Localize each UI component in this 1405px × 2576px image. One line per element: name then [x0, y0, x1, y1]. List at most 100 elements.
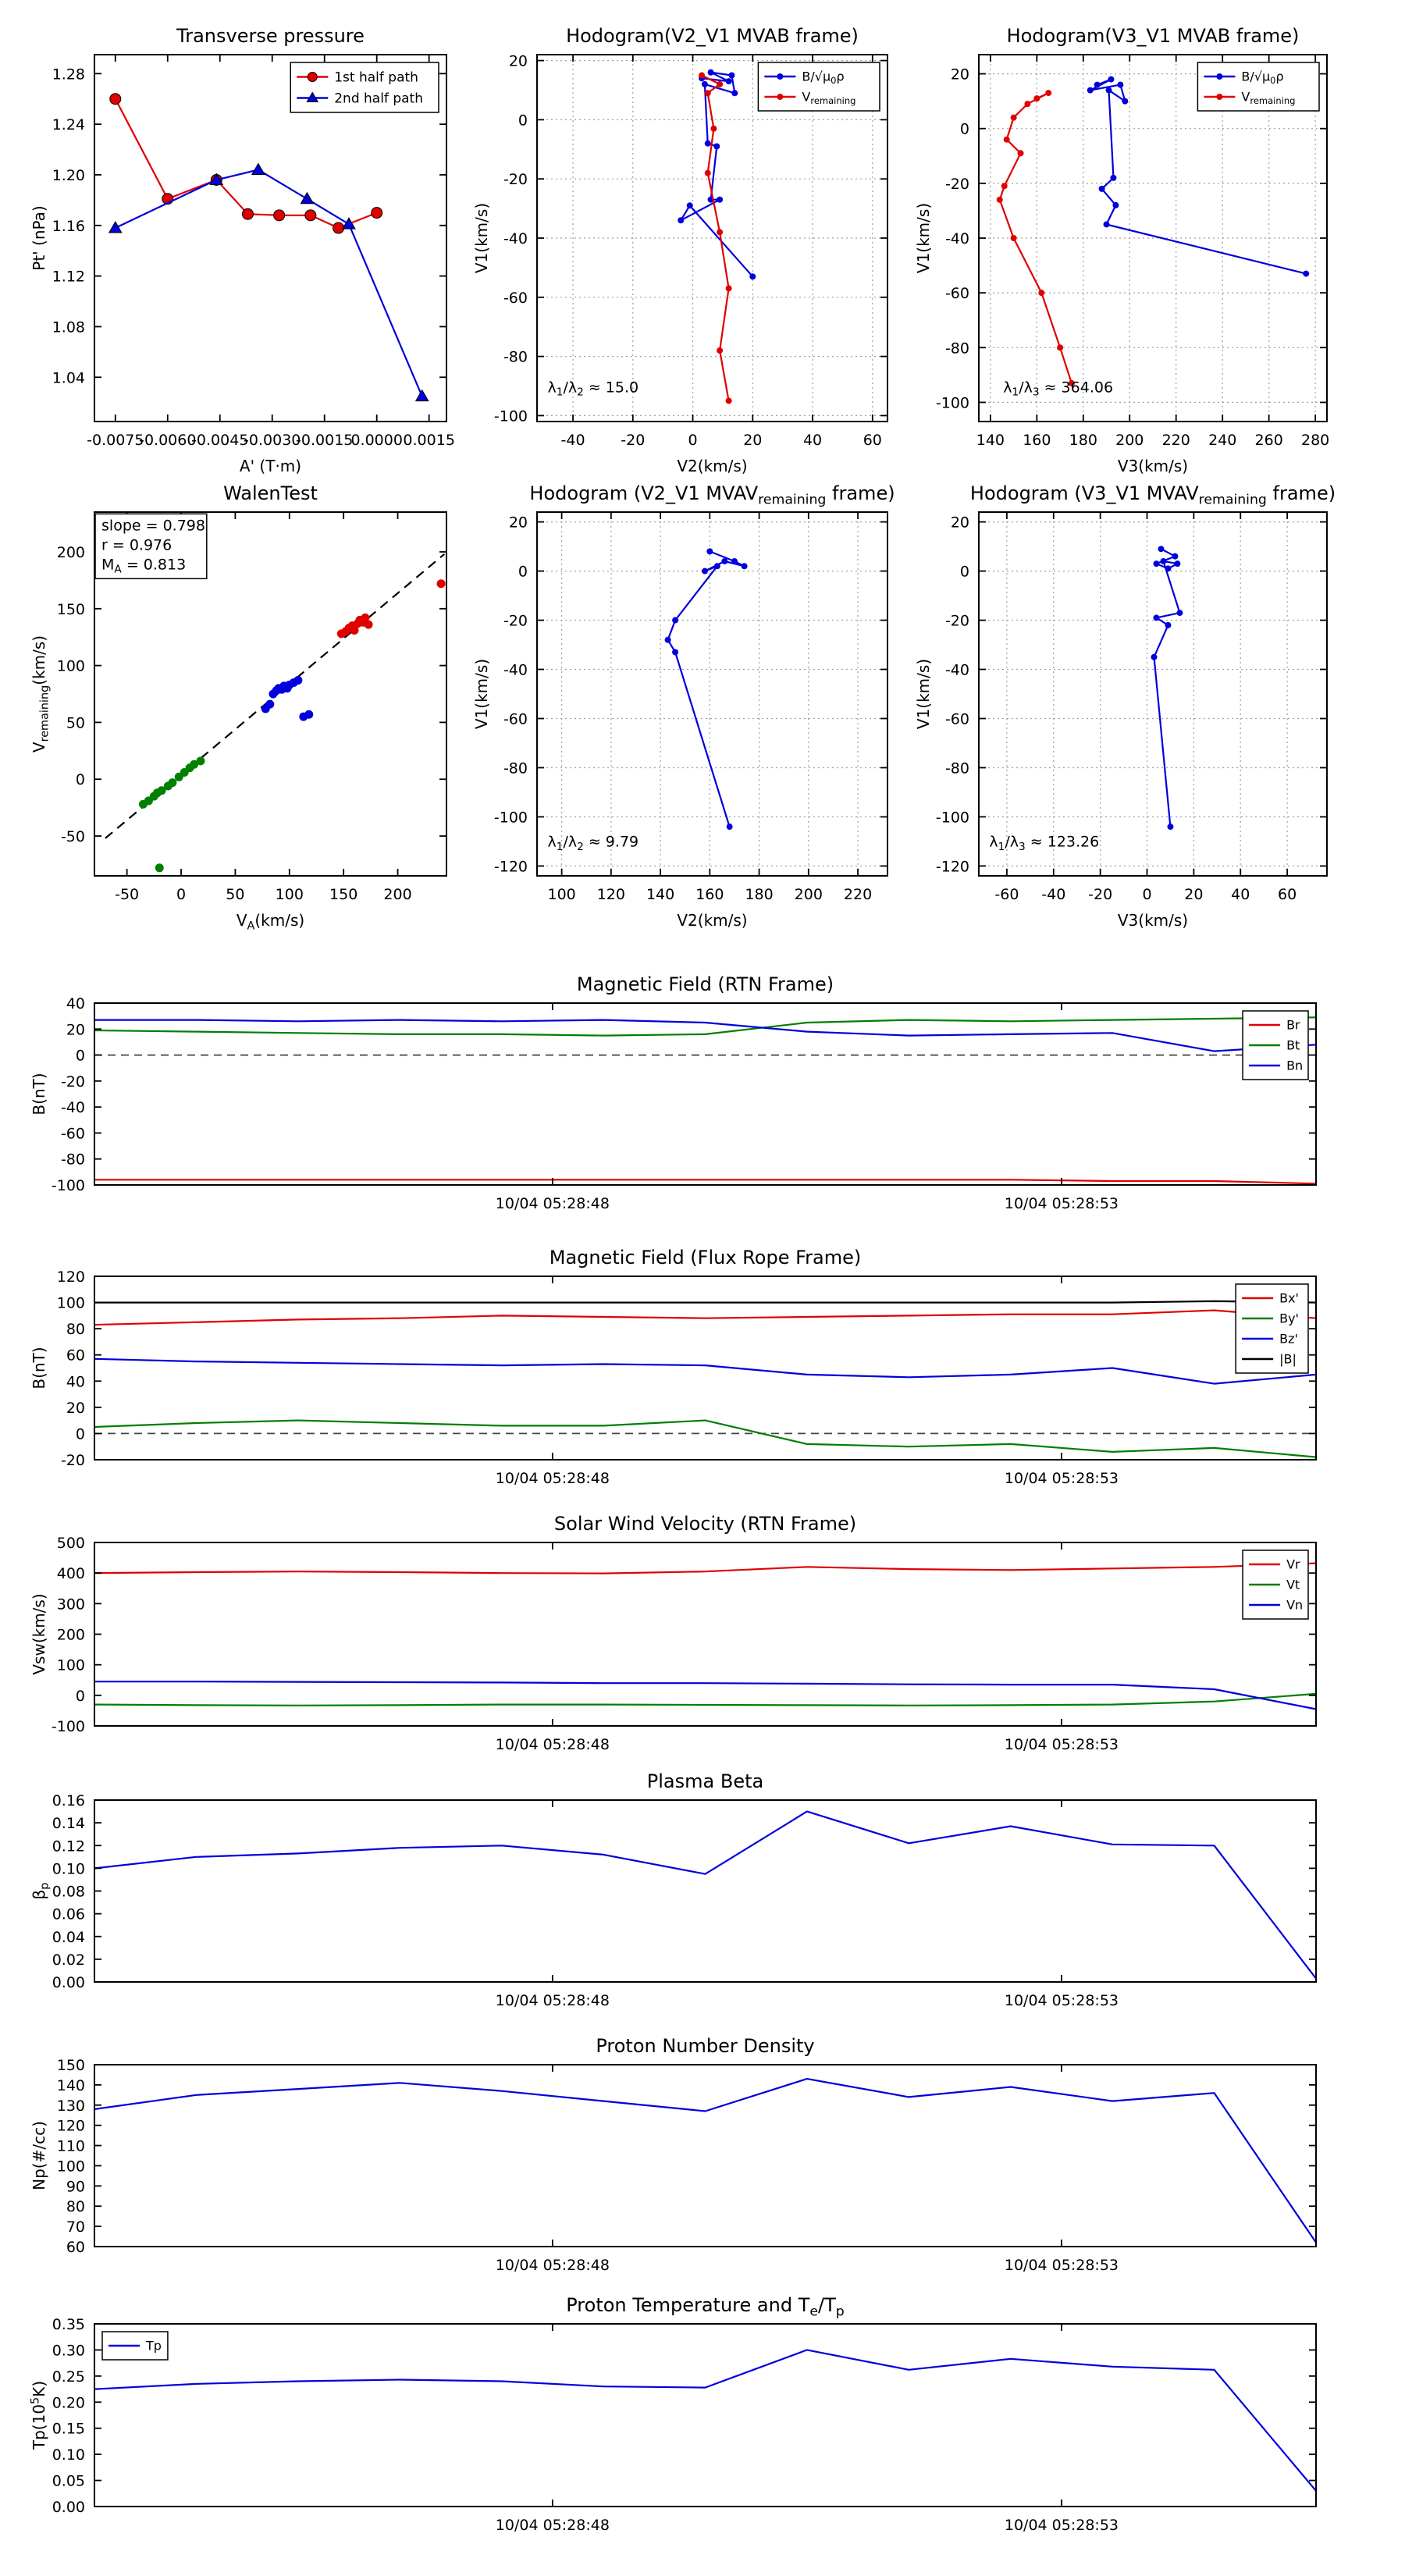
hodogram-v3v1-mvav-xlabel: V3(km/s): [1118, 911, 1188, 930]
solar-wind-velocity-series-Vt: [94, 1692, 1317, 1706]
plasma-beta-y-tick-label: 0.10: [52, 1860, 85, 1877]
transverse-pressure-x-tick-label: 0.0000: [350, 432, 402, 449]
walen-test-ylabel: Vremaining(km/s): [30, 635, 51, 753]
hodogram-v2v1-mvav-y-tick-label: 20: [509, 514, 528, 532]
hodogram-v2v1-mvab-y-tick-label: -60: [503, 290, 528, 307]
proton-number-density-y-tick-label: 110: [57, 2138, 85, 2155]
magnetic-field-flux-rope-axes-frame: [94, 1276, 1317, 1461]
solar-wind-velocity-title: Solar Wind Velocity (RTN Frame): [554, 1513, 856, 1535]
plasma-beta-y-tick-label: 0.06: [52, 1906, 85, 1923]
transverse-pressure-y-tick-label: 1.20: [52, 167, 85, 184]
hodogram-v2v1-mvav-title: Hodogram (V2_V1 MVAVremaining frame): [529, 482, 895, 507]
chart-hodogram-v2v1-mvab: -40 -20 0 20 40 60 -100 -80 -60 -40 -20 0 20 Hodogram…: [472, 25, 888, 475]
proton-number-density-svg: 10/04 05:28:48 10/04 05:28:53 60 70 80 90 100 1…: [30, 2035, 1317, 2274]
proton-temperature-y-tick-label: 0.00: [52, 2499, 85, 2516]
hodogram-v3v1-mvab-x-tick-label: 260: [1255, 432, 1283, 449]
magnetic-field-flux-rope-y-tick-label: -20: [61, 1452, 85, 1469]
chart-solar-wind-velocity: 10/04 05:28:48 10/04 05:28:53 -100 0 100 200 3…: [30, 1513, 1317, 1753]
hodogram-v3v1-mvab-y-tick-label: -40: [945, 230, 969, 247]
plasma-beta-x-tick-label: 10/04 05:28:48: [496, 1992, 610, 2009]
transverse-pressure-x-tick-label: -0.0045: [191, 432, 248, 449]
magnetic-field-rtn-y-tick-label: -40: [61, 1099, 85, 1116]
transverse-pressure-ylabel: Pt' (nPa): [30, 205, 48, 270]
proton-number-density-y-tick-label: 100: [57, 2158, 85, 2175]
hodogram-v2v1-mvab-y-tick-label: -40: [503, 230, 528, 247]
plasma-beta-y-tick-label: 0.08: [52, 1884, 85, 1901]
hodogram-v3v1-mvab-x-tick-label: 160: [1023, 432, 1051, 449]
chart-hodogram-v3v1-mvav: -60 -40 -20 0 20 40 60 -120 -100 -80 -60 -40 -20 0 20 H…: [914, 482, 1336, 930]
plasma-beta-x-tick-label: 10/04 05:28:53: [1005, 1992, 1119, 2009]
hodogram-v3v1-mvab-legend-label: Vremaining: [1241, 90, 1295, 107]
hodogram-v3v1-mvav-x-tick-label: -60: [994, 886, 1019, 903]
magnetic-field-flux-rope-y-tick-label: 80: [66, 1321, 85, 1338]
proton-temperature-y-tick-label: 0.35: [52, 2316, 85, 2333]
hodogram-v3v1-mvav-annotation: λ1/λ3 ≈ 123.26: [989, 834, 1099, 853]
solar-wind-velocity-legend-label: Vr: [1286, 1557, 1300, 1572]
hodogram-v2v1-mvab-y-tick-label: -20: [503, 171, 528, 188]
walen-test-y-tick-label: 0: [76, 771, 85, 788]
hodogram-v2v1-mvav-y-tick-label: -80: [503, 760, 528, 777]
walen-test-y-tick-label: 150: [57, 601, 85, 618]
transverse-pressure-series-2nd half path: [115, 169, 423, 397]
solar-wind-velocity-series-Vr: [94, 1562, 1317, 1574]
plasma-beta-axes-frame: [94, 1799, 1317, 1983]
solar-wind-velocity-y-tick-label: 100: [57, 1657, 85, 1674]
solar-wind-velocity-x-tick-label: 10/04 05:28:48: [496, 1736, 610, 1753]
proton-temperature-y-tick-label: 0.20: [52, 2394, 85, 2411]
walen-test-annotation: MA = 0.813: [101, 556, 186, 575]
hodogram-v2v1-mvab-svg: -40 -20 0 20 40 60 -100 -80 -60 -40 -20 0 20 Hodogram…: [472, 25, 888, 475]
plasma-beta-y-tick-label: 0.00: [52, 1974, 85, 1991]
magnetic-field-flux-rope-series-Bz': [94, 1357, 1317, 1385]
magnetic-field-rtn-legend-label: Bt: [1286, 1038, 1300, 1053]
hodogram-v2v1-mvav-svg: 100 120 140 160 180 200 220-120-100-80-60-40-2…: [472, 482, 895, 930]
proton-temperature-title: Proton Temperature and Te/Tp: [566, 2294, 845, 2319]
proton-temperature-x-tick-label: 10/04 05:28:53: [1005, 2517, 1119, 2534]
magnetic-field-rtn-y-tick-label: -60: [61, 1125, 85, 1142]
solar-wind-velocity-legend-label: Vt: [1286, 1578, 1300, 1592]
transverse-pressure-y-tick-label: 1.16: [52, 218, 85, 235]
magnetic-field-rtn-svg: 10/04 05:28:48 10/04 05:28:53 -100 -80 -60 -4…: [30, 973, 1317, 1212]
walen-test-y-tick-label: 100: [57, 658, 85, 675]
hodogram-v3v1-mvab-x-tick-label: 140: [976, 432, 1005, 449]
transverse-pressure-y-tick-label: 1.24: [52, 116, 85, 133]
magnetic-field-rtn-ylabel: B(nT): [30, 1073, 48, 1115]
hodogram-v3v1-mvab-svg: 140 160 180 200 220 240 260 280-100-80-60-40-20…: [914, 25, 1329, 475]
plasma-beta-ylabel: βp: [30, 1883, 51, 1900]
transverse-pressure-x-tick-label: 0.0015: [403, 432, 454, 449]
chart-plasma-beta: 10/04 05:28:48 10/04 05:28:53 0.00 0.02 0.04…: [30, 1770, 1317, 2009]
hodogram-v3v1-mvav-svg: -60 -40 -20 0 20 40 60-120-100-80-60-40-20020H…: [914, 482, 1336, 930]
plasma-beta-y-tick-label: 0.12: [52, 1838, 85, 1855]
hodogram-v3v1-mvav-y-tick-label: -20: [945, 613, 969, 630]
walen-test-x-tick-label: 50: [226, 886, 244, 903]
proton-number-density-ylabel: Np(#/cc): [30, 2121, 48, 2190]
magnetic-field-rtn-x-tick-label: 10/04 05:28:48: [496, 1195, 610, 1212]
solar-wind-velocity-y-tick-label: 0: [76, 1688, 85, 1705]
proton-number-density-y-tick-label: 150: [57, 2057, 85, 2074]
hodogram-v2v1-mvab-x-tick-label: 20: [743, 432, 762, 449]
solar-wind-velocity-svg: 10/04 05:28:48 10/04 05:28:53 -100 0 100 200 3…: [30, 1513, 1317, 1753]
plasma-beta-y-tick-label: 0.14: [52, 1815, 85, 1832]
solar-wind-velocity-axes-frame: [94, 1542, 1317, 1727]
magnetic-field-rtn-y-tick-label: -20: [61, 1073, 85, 1091]
hodogram-v2v1-mvab-x-tick-label: -20: [621, 432, 645, 449]
proton-temperature-x-tick-label: 10/04 05:28:48: [496, 2517, 610, 2534]
transverse-pressure-y-tick-label: 1.28: [52, 66, 85, 83]
walen-test-y-tick-label: 50: [66, 714, 85, 731]
hodogram-v3v1-mvab-xlabel: V3(km/s): [1118, 457, 1188, 475]
transverse-pressure-title: Transverse pressure: [176, 25, 365, 47]
hodogram-v3v1-mvav-series-series0: [1153, 548, 1181, 827]
hodogram-v2v1-mvab-x-tick-label: 40: [803, 432, 822, 449]
magnetic-field-rtn-legend-label: Bn: [1286, 1059, 1303, 1073]
chart-proton-temperature: 10/04 05:28:48 10/04 05:28:53 0.00 0.05 0.10…: [29, 2294, 1317, 2534]
magnetic-field-flux-rope-series-Bx': [94, 1309, 1317, 1326]
hodogram-v3v1-mvav-y-tick-label: -60: [945, 710, 969, 728]
hodogram-v2v1-mvav-annotation: λ1/λ2 ≈ 9.79: [547, 834, 638, 853]
plasma-beta-y-tick-label: 0.02: [52, 1952, 85, 1969]
hodogram-v2v1-mvav-y-tick-label: 0: [518, 564, 528, 581]
hodogram-v2v1-mvab-y-tick-label: -100: [494, 407, 528, 425]
hodogram-v3v1-mvav-x-tick-label: 60: [1278, 886, 1297, 903]
hodogram-v3v1-mvab-x-tick-label: 220: [1162, 432, 1190, 449]
magnetic-field-rtn-axes-frame: [94, 1002, 1317, 1186]
hodogram-v3v1-mvav-x-tick-label: 20: [1184, 886, 1203, 903]
